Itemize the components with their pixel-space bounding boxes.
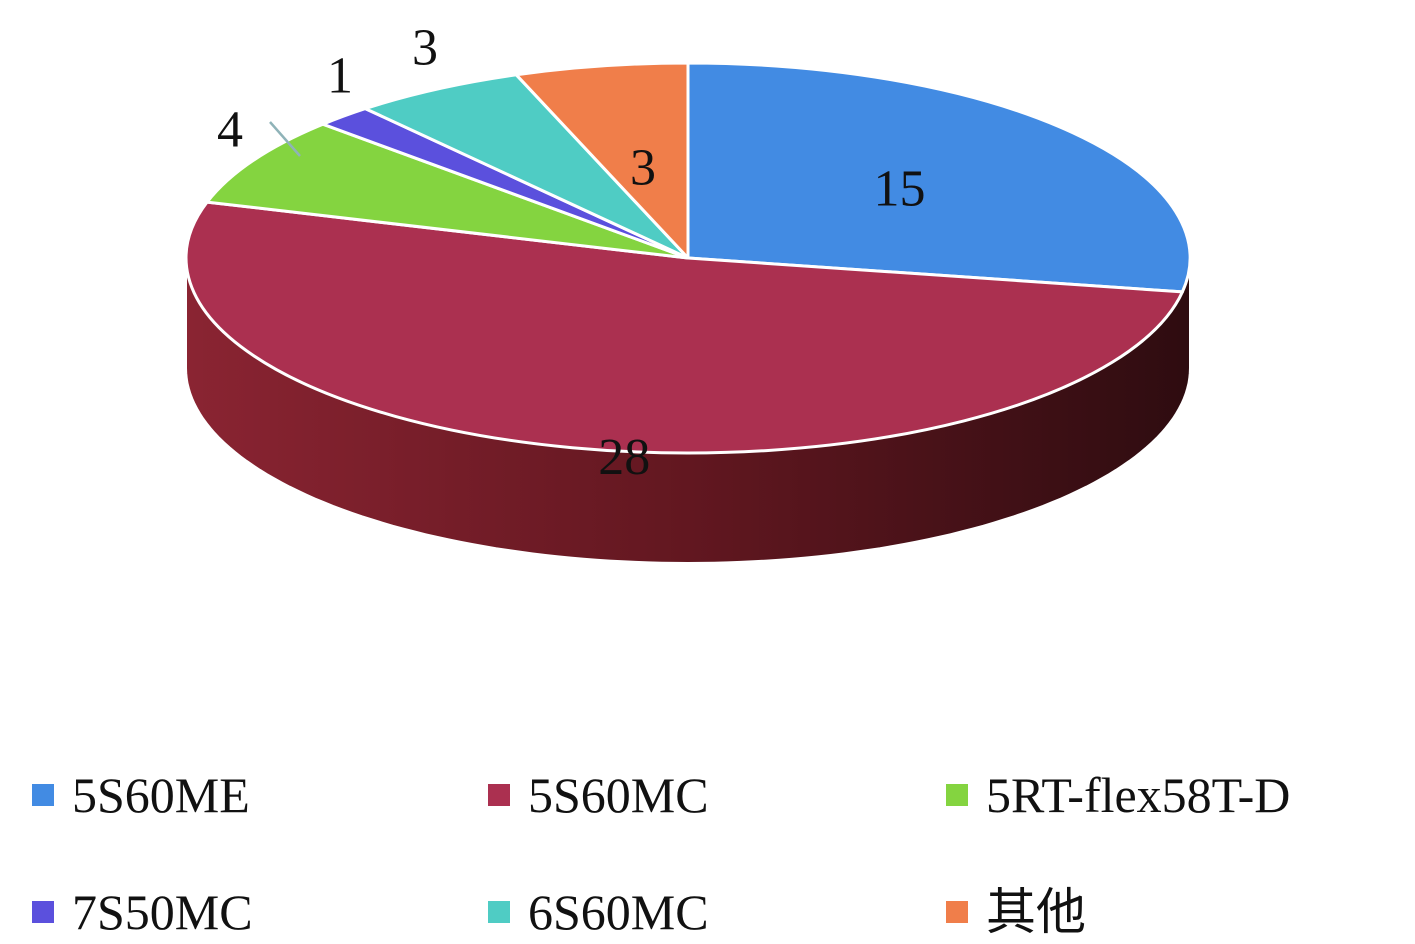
legend-label: 7S50MC [72,884,253,940]
leader-line-5rt-flex58t-d [269,121,301,157]
legend-item-5s60mc: 5S60MC [488,767,709,823]
legend-label: 6S60MC [528,884,709,940]
legend-item-other: 其他 [946,884,1086,940]
legend-swatch [488,784,510,806]
data-label-other: 3 [630,140,656,197]
pie-slice-5s60me [686,61,1192,294]
pie-slice-6s60mc [363,73,690,260]
pie-slice-5s60mc [184,200,1184,455]
data-label-5s60me: 15 [874,161,926,218]
legend-swatch [488,901,510,923]
legend-label: 5S60MC [528,767,709,823]
data-label-5s60mc: 28 [598,429,650,486]
legend-swatch [32,784,54,806]
legend-label: 5RT-flex58T-D [986,767,1290,823]
legend-label: 其他 [986,884,1086,940]
data-label-6s60mc: 3 [412,20,438,77]
legend-label: 5S60ME [72,767,250,823]
legend: 5S60ME 5S60MC 5RT-flex58T-D 7S50MC 6S60MC 其他 [32,767,1290,940]
legend-swatch [946,784,968,806]
legend-item-7s50mc: 7S50MC [32,884,253,940]
pie-top-face [184,61,1192,455]
legend-swatch [946,901,968,923]
legend-item-6s60mc: 6S60MC [488,884,709,940]
data-label-5rt-flex58t-d: 4 [217,102,243,159]
pie-slice-5rt-flex58t-d [205,122,690,260]
data-label-7s50mc: 1 [327,48,353,105]
legend-item-5s60me: 5S60ME [32,767,250,823]
legend-item-5rt-flex58t-d: 5RT-flex58T-D [946,767,1290,823]
pie-slice-other [514,61,690,260]
legend-swatch [32,901,54,923]
